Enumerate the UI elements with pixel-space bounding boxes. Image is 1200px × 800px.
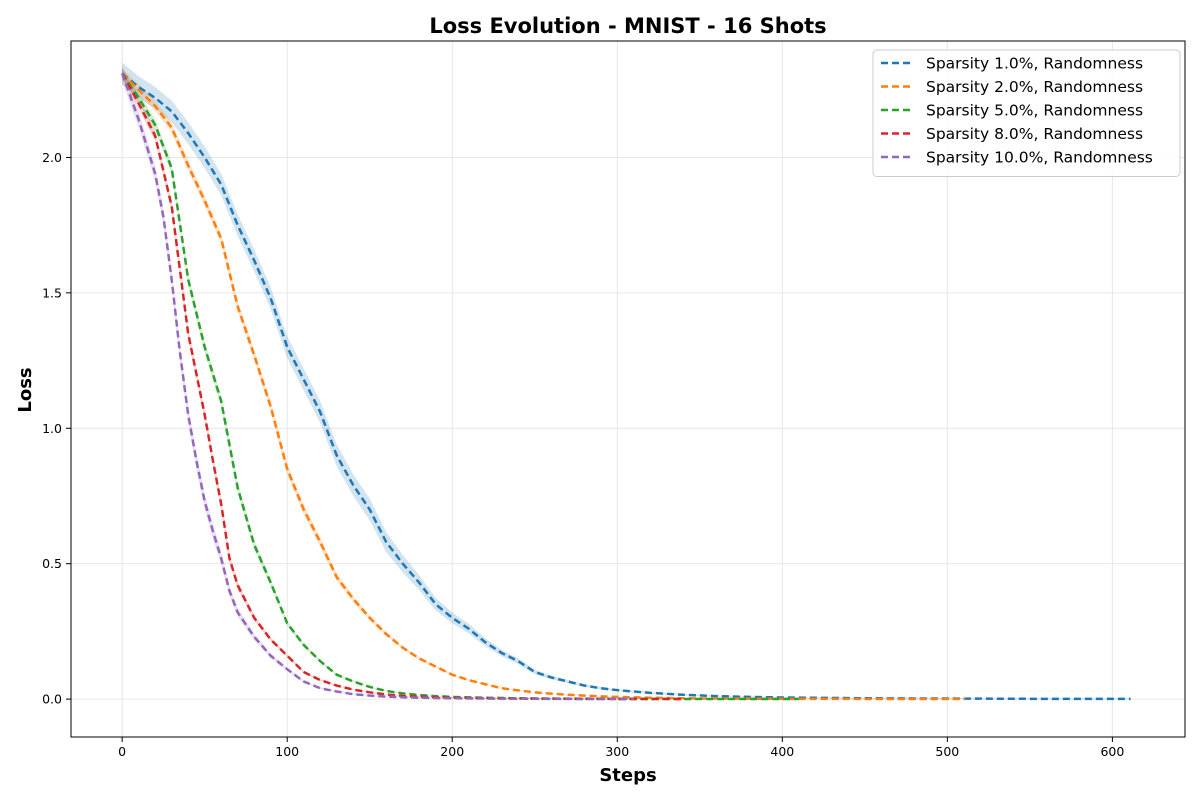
legend-label: Sparsity 8.0%, Randomness [926, 125, 1143, 143]
chart-title: Loss Evolution - MNIST - 16 Shots [429, 14, 826, 38]
x-tick-label: 600 [1100, 744, 1124, 759]
x-tick-label: 300 [605, 744, 629, 759]
legend-label: Sparsity 5.0%, Randomness [926, 102, 1143, 120]
series-lines [120, 72, 1131, 701]
x-tick-label: 500 [935, 744, 959, 759]
y-tick-label: 0.0 [42, 692, 62, 707]
legend-label: Sparsity 1.0%, Randomness [926, 55, 1143, 73]
legend-box [872, 49, 1181, 177]
x-tick-label: 0 [118, 744, 126, 759]
y-tick-label: 1.0 [42, 421, 62, 436]
y-tick-label: 2.0 [42, 150, 62, 165]
y-axis-label: Loss [15, 367, 36, 412]
x-axis-ticks: 0 100 200 300 400 500 600 [118, 737, 1124, 759]
plot-frame [70, 40, 1186, 738]
series-line-2 [121, 72, 966, 701]
legend-label: Sparsity 10.0%, Randomness [926, 149, 1153, 167]
series-line-3 [121, 72, 799, 701]
grid [71, 41, 1185, 737]
x-tick-label: 400 [770, 744, 794, 759]
y-axis-ticks: 0.0 0.5 1.0 1.5 2.0 [42, 150, 71, 707]
x-axis-label: Steps [599, 765, 656, 786]
x-tick-label: 200 [440, 744, 464, 759]
y-tick-label: 1.5 [42, 285, 62, 300]
y-tick-label: 0.5 [42, 556, 62, 571]
legend: Sparsity 1.0%, Randomness Sparsity 2.0%, … [872, 49, 1181, 177]
legend-label: Sparsity 2.0%, Randomness [926, 78, 1143, 96]
series-line-5 [120, 73, 634, 701]
x-tick-label: 100 [275, 744, 299, 759]
